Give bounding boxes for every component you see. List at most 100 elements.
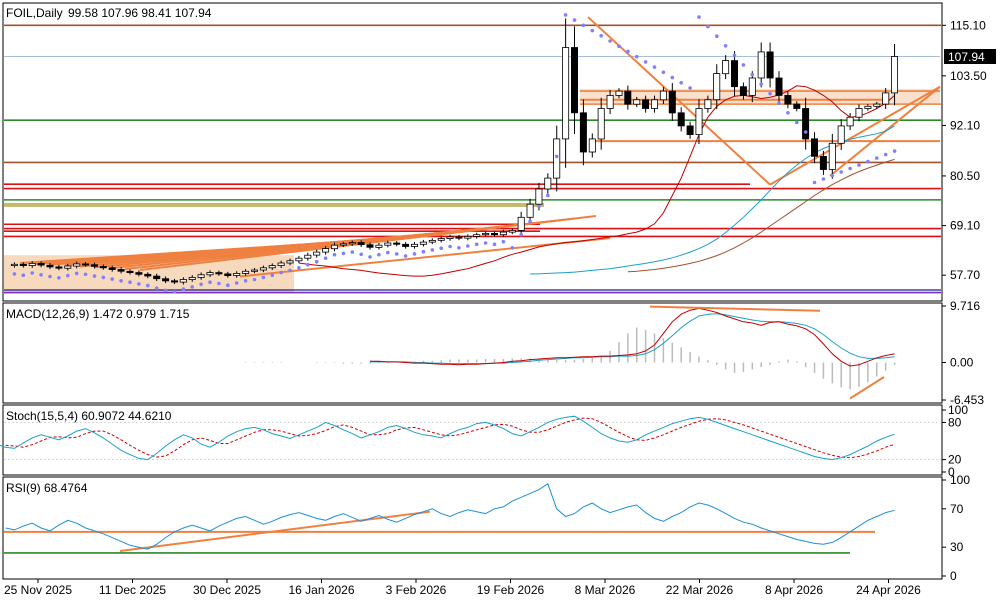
candle-body xyxy=(705,100,711,109)
sar-dot xyxy=(662,71,666,75)
candle-body xyxy=(518,217,524,230)
candle-body xyxy=(198,275,204,278)
sar-dot xyxy=(715,34,719,38)
rsi-label: RSI(9) 68.4764 xyxy=(6,481,88,495)
sar-dot xyxy=(511,246,515,250)
sar-dot xyxy=(253,278,257,282)
price-tick-label: 57.70 xyxy=(950,268,980,282)
candle-body xyxy=(243,271,249,273)
sar-dot xyxy=(119,279,123,283)
sar-dot xyxy=(30,271,34,275)
sar-dot xyxy=(137,282,141,286)
sar-dot xyxy=(66,274,70,278)
candle-body xyxy=(56,267,62,268)
sar-dot xyxy=(768,92,772,96)
candle-body xyxy=(731,61,737,87)
sar-dot xyxy=(591,29,595,33)
x-tick-label: 25 Nov 2025 xyxy=(4,583,72,597)
sar-dot xyxy=(57,276,61,280)
candle-body xyxy=(794,104,800,108)
candle-body xyxy=(127,271,133,272)
sar-dot xyxy=(546,194,550,198)
candle-body xyxy=(287,261,293,263)
candle-body xyxy=(651,100,657,109)
candle-body xyxy=(74,264,80,266)
sar-dot xyxy=(155,286,159,290)
stoch-label: Stoch(15,5,4) 60.9072 44.6210 xyxy=(6,409,172,423)
sar-dot xyxy=(190,285,194,289)
candle-body xyxy=(314,252,320,255)
candle-body xyxy=(847,117,853,126)
candle-body xyxy=(154,276,160,279)
price-tick-label: 69.10 xyxy=(950,219,980,233)
sar-dot xyxy=(128,280,132,284)
sar-dot xyxy=(182,287,186,291)
sar-dot xyxy=(777,101,781,105)
candle-body xyxy=(714,74,720,100)
candle-body xyxy=(811,139,817,156)
candle-body xyxy=(180,280,186,283)
sar-dot xyxy=(573,18,577,22)
candle-body xyxy=(838,126,844,143)
sar-dot xyxy=(848,167,852,171)
sar-dot xyxy=(706,25,710,29)
sar-dot xyxy=(599,34,603,38)
sar-dot xyxy=(733,54,737,58)
price-tick-label: 103.50 xyxy=(950,69,987,83)
candle-body xyxy=(269,266,275,268)
candle-body xyxy=(740,87,746,96)
sar-dot xyxy=(626,50,630,54)
x-tick-label: 8 Mar 2026 xyxy=(575,583,636,597)
sar-dot xyxy=(475,243,479,247)
candle-body xyxy=(420,242,426,244)
candle-body xyxy=(189,277,195,279)
candle-body xyxy=(251,270,257,271)
candle-body xyxy=(785,95,791,104)
candle-body xyxy=(598,109,604,140)
sar-dot xyxy=(431,248,435,252)
candle-body xyxy=(856,109,862,118)
sar-dot xyxy=(297,266,301,270)
sar-dot xyxy=(528,220,532,224)
candle-body xyxy=(660,91,666,100)
sar-dot xyxy=(84,273,88,277)
candle-body xyxy=(376,245,382,247)
sar-dot xyxy=(502,240,506,244)
sar-dot xyxy=(359,253,363,257)
candle-body xyxy=(545,178,551,189)
current-price-value: 107.94 xyxy=(948,50,985,64)
sar-dot xyxy=(448,245,452,249)
x-tick-label: 8 Apr 2026 xyxy=(765,583,823,597)
sar-dot xyxy=(866,160,870,164)
sar-dot xyxy=(235,281,239,285)
candle-body xyxy=(483,233,489,234)
sar-dot xyxy=(22,273,26,277)
sar-dot xyxy=(893,149,897,153)
sar-dot xyxy=(244,279,248,283)
candle-body xyxy=(500,232,506,235)
candle-body xyxy=(296,258,302,261)
sar-dot xyxy=(395,252,399,256)
macd-tick-label: 0.00 xyxy=(950,356,974,370)
candle-body xyxy=(234,273,240,275)
candle-body xyxy=(678,113,684,126)
sar-dot xyxy=(110,277,114,281)
sar-dot xyxy=(217,282,221,286)
sar-dot xyxy=(48,275,52,279)
sar-dot xyxy=(697,15,701,19)
x-tick-label: 19 Feb 2026 xyxy=(477,583,545,597)
candle-body xyxy=(65,266,71,268)
candle-body xyxy=(474,235,480,237)
candle-body xyxy=(767,52,773,78)
sar-dot xyxy=(759,82,763,86)
candle-body xyxy=(527,204,533,217)
sar-dot xyxy=(679,81,683,85)
candle-body xyxy=(278,263,284,266)
candle-body xyxy=(607,95,613,108)
sar-dot xyxy=(102,276,106,280)
sar-dot xyxy=(39,273,43,277)
candle-body xyxy=(554,139,560,178)
sar-dot xyxy=(466,244,470,248)
sar-dot xyxy=(813,181,817,185)
sar-dot xyxy=(146,284,150,288)
